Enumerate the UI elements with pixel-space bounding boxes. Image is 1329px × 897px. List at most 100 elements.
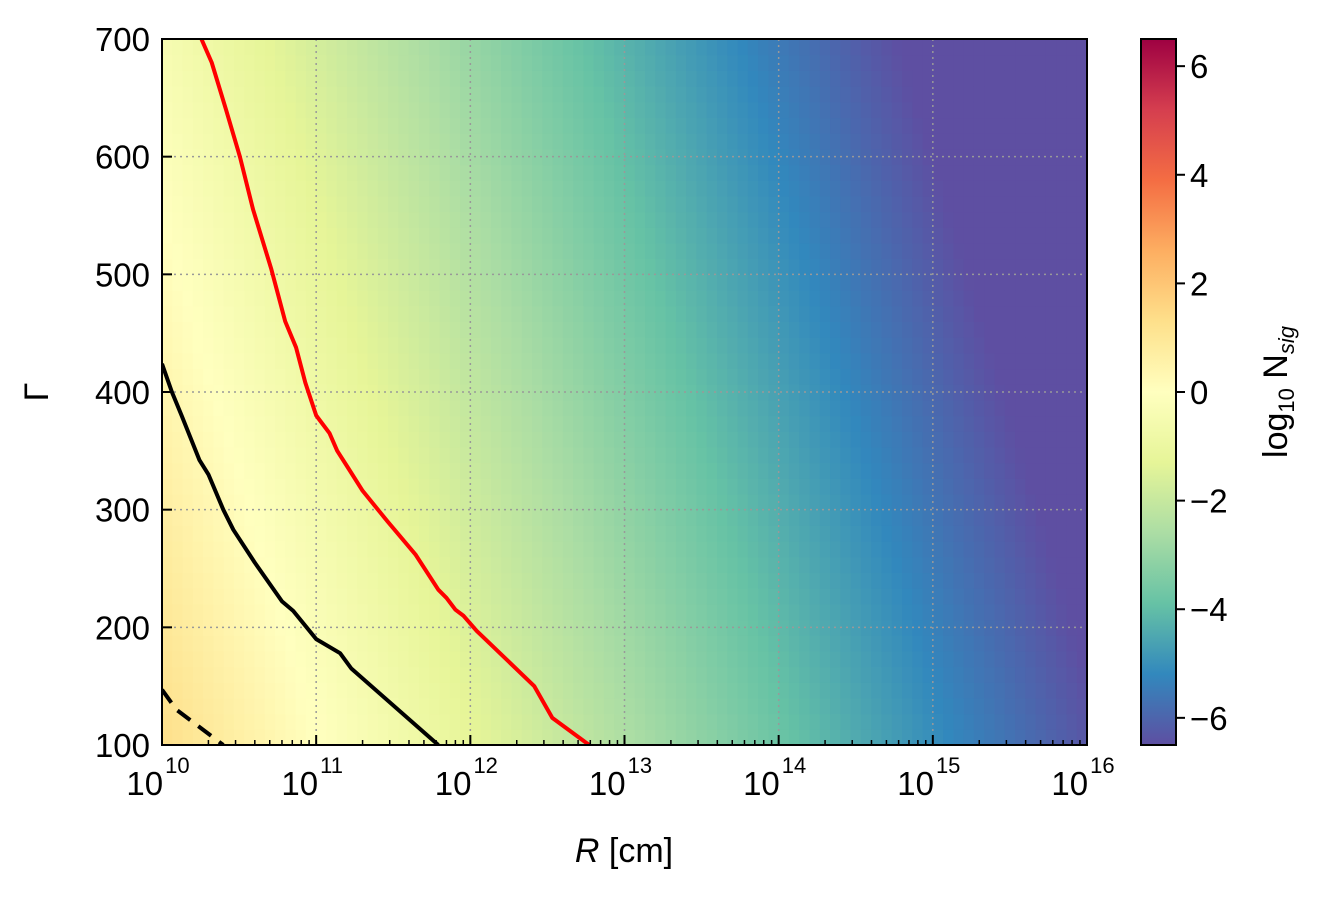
heatmap-cell [408,164,420,181]
heatmap-cell [850,368,862,385]
heatmap-cell [912,180,924,197]
heatmap-cell [973,462,985,479]
heatmap-cell [645,572,656,589]
heatmap-cell [737,493,749,511]
heatmap-cell [264,180,276,197]
heatmap-cell [943,352,954,370]
heatmap-cell [573,384,584,401]
heatmap-cell [192,337,204,354]
heatmap-cell [172,431,184,448]
heatmap-cell [645,556,656,574]
heatmap-cell [223,478,235,495]
heatmap-cell [449,525,461,542]
heatmap-cell [305,211,317,228]
heatmap-cell [470,227,482,244]
heatmap-cell [603,431,615,448]
heatmap-cell [562,556,574,574]
heatmap-cell [244,290,256,307]
heatmap-cell [850,556,862,574]
heatmap-cell [367,588,379,605]
heatmap-cell [470,180,482,197]
heatmap-cell [1035,384,1047,401]
heatmap-cell [501,101,513,119]
heatmap-cell [747,195,759,213]
heatmap-cell [850,384,862,401]
heatmap-cell [860,509,872,526]
heatmap-cell [418,164,430,181]
heatmap-cell [624,321,636,338]
heatmap-cell [737,101,749,119]
heatmap-cell [357,509,369,526]
heatmap-cell [675,337,687,354]
heatmap-cell [326,650,338,668]
heatmap-cell [275,682,286,699]
heatmap-cell [501,290,513,307]
heatmap-cell [912,493,924,511]
heatmap-cell [778,258,790,275]
heatmap-cell [1076,54,1087,71]
heatmap-cell [203,86,214,103]
heatmap-cell [840,697,852,715]
heatmap-cell [624,180,636,197]
heatmap-cell [850,415,862,432]
heatmap-cell [1015,368,1026,385]
heatmap-cell [398,39,410,56]
heatmap-cell [717,180,728,197]
heatmap-cell [388,70,399,87]
heatmap-cell [891,431,903,448]
heatmap-cell [675,650,687,668]
heatmap-cell [747,462,759,479]
heatmap-cell [460,54,471,71]
heatmap-cell [1004,493,1016,511]
heatmap-cell [233,650,245,668]
heatmap-cell [532,431,543,448]
heatmap-cell [439,117,451,134]
heatmap-cell [727,305,739,322]
heatmap-cell [573,133,584,150]
heatmap-cell [696,493,708,511]
heatmap-cell [583,729,595,745]
heatmap-cell [809,352,821,370]
heatmap-cell [470,541,482,558]
heatmap-cell [973,242,985,260]
heatmap-cell [480,713,492,730]
heatmap-cell [860,164,872,181]
heatmap-cell [398,70,410,87]
heatmap-cell [943,227,954,244]
heatmap-cell [788,697,800,715]
heatmap-cell [480,70,492,87]
heatmap-cell [603,133,615,150]
heatmap-cell [768,117,780,134]
heatmap-cell [850,39,862,56]
heatmap-cell [706,242,718,260]
heatmap-cell [768,290,780,307]
heatmap-cell [172,682,184,699]
heatmap-cell [1035,729,1047,745]
heatmap-cell [973,337,985,354]
heatmap-cell [603,321,615,338]
heatmap-cell [860,180,872,197]
heatmap-cell [881,164,893,181]
heatmap-cell [819,446,831,464]
heatmap-cell [213,227,225,244]
heatmap-cell [932,54,944,71]
heatmap-cell [552,729,564,745]
heatmap-cell [1025,635,1037,652]
heatmap-cell [470,462,482,479]
heatmap-cell [254,211,266,228]
heatmap-cell [562,666,574,683]
heatmap-cell [573,588,584,605]
heatmap-cell [614,337,626,354]
heatmap-cell [727,39,739,56]
heatmap-cell [388,462,399,479]
heatmap-cell [429,195,441,213]
heatmap-cell [675,509,687,526]
heatmap-cell [1035,525,1047,542]
heatmap-cell [490,148,502,166]
heatmap-cell [706,556,718,574]
heatmap-cell [788,242,800,260]
heatmap-cell [788,86,800,103]
heatmap-cell [727,133,739,150]
heatmap-cell [717,274,728,291]
heatmap-cell [1025,242,1037,260]
